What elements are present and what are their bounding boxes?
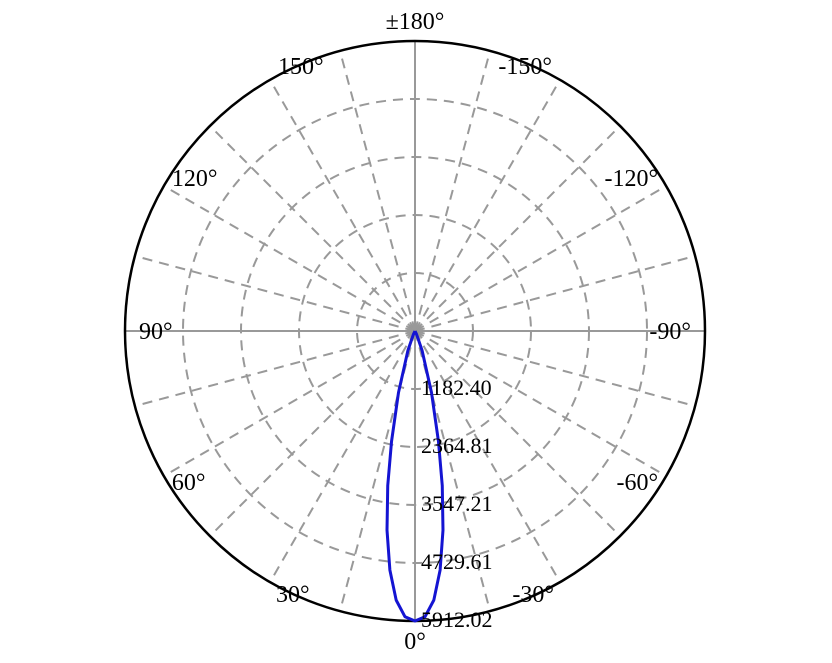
angle-tick-label: -30° xyxy=(512,582,554,608)
angle-tick-label: 120° xyxy=(172,166,218,192)
angle-tick-label: 150° xyxy=(278,54,324,80)
angle-tick-label: -60° xyxy=(617,470,659,496)
grid-spoke xyxy=(210,126,415,331)
radial-labels: 1182.40 2364.81 3547.21 4729.61 5912.02 xyxy=(421,375,493,632)
grid-spoke xyxy=(135,331,415,406)
grid-spoke xyxy=(135,256,415,331)
grid-spoke xyxy=(415,51,490,331)
grid-spoke xyxy=(415,126,620,331)
angle-tick-label: -90° xyxy=(649,319,691,345)
grid-spoke xyxy=(415,186,666,331)
angle-tick-label: ±180° xyxy=(386,9,445,35)
polar-chart: 1182.40 2364.81 3547.21 4729.61 5912.02 ±180… xyxy=(0,0,832,663)
grid-spoke xyxy=(210,331,415,536)
radial-tick-label: 1182.40 xyxy=(421,375,492,400)
grid-spoke xyxy=(270,331,415,582)
grid-spoke xyxy=(340,51,415,331)
radial-tick-label: 3547.21 xyxy=(421,491,493,516)
angle-tick-label: 30° xyxy=(276,582,310,608)
radial-tick-label: 4729.61 xyxy=(421,549,493,574)
radial-tick-label: 2364.81 xyxy=(421,433,493,458)
angle-tick-label: -150° xyxy=(498,54,552,80)
angle-tick-label: -120° xyxy=(605,166,659,192)
grid-spoke xyxy=(270,80,415,331)
angle-tick-label: 60° xyxy=(172,470,206,496)
radial-tick-label: 5912.02 xyxy=(421,607,493,632)
angle-tick-label: 90° xyxy=(139,319,173,345)
angle-tick-label: 0° xyxy=(404,629,426,655)
grid-spoke xyxy=(164,331,415,476)
grid-spoke xyxy=(415,80,560,331)
grid-spoke xyxy=(164,186,415,331)
